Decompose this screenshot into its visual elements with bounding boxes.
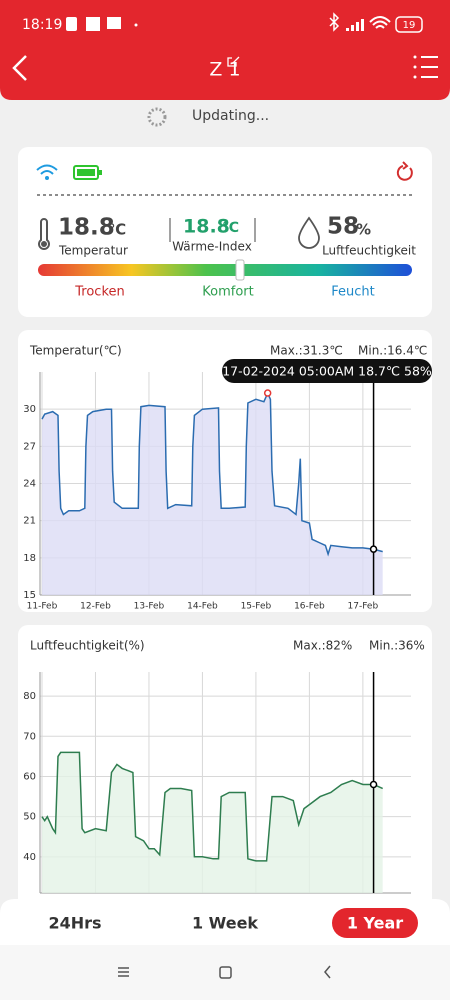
x-tick-label: 17-Feb bbox=[348, 602, 379, 612]
y-tick-label: 60 bbox=[23, 771, 36, 782]
status-dot bbox=[134, 23, 138, 27]
tooltip bbox=[222, 359, 432, 383]
edit-icon[interactable] bbox=[227, 56, 240, 67]
tooltip-text: 17-02-2024 05:00AM 18.7℃ 58% bbox=[222, 364, 432, 379]
back-button[interactable] bbox=[12, 55, 27, 81]
y-tick-label: 15 bbox=[23, 590, 36, 601]
line bbox=[41, 751, 384, 862]
drop-icon bbox=[298, 216, 320, 249]
temperature-value: 18.8 bbox=[58, 215, 115, 241]
humidity-value: 58 bbox=[327, 214, 359, 240]
battery-icon bbox=[395, 16, 423, 33]
y-tick-label: 70 bbox=[23, 731, 36, 742]
heat-index-value: 18.8 bbox=[183, 216, 230, 238]
wifi-icon bbox=[369, 16, 391, 29]
status-text: Updating... bbox=[192, 108, 269, 124]
refresh-button[interactable] bbox=[396, 161, 413, 181]
bluetooth-icon bbox=[329, 12, 340, 32]
wifi-status-dot bbox=[45, 176, 49, 180]
signal-icon bbox=[346, 19, 364, 31]
thermometer-icon bbox=[38, 218, 50, 250]
nav-bar bbox=[0, 945, 450, 1000]
nav-recent[interactable] bbox=[118, 967, 129, 977]
status-time: 18:19 bbox=[22, 17, 62, 33]
status-icon bbox=[86, 17, 100, 31]
y-tick-label: 40 bbox=[23, 852, 36, 863]
period-button[interactable]: 24Hrs bbox=[48, 914, 101, 933]
y-tick-label: 50 bbox=[23, 812, 36, 823]
x-tick-label: 14-Feb bbox=[187, 602, 218, 612]
x-tick-label: 12-Feb bbox=[80, 602, 111, 612]
x-tick-label: 13-Feb bbox=[134, 602, 165, 612]
battery-status-tip bbox=[99, 170, 102, 175]
battery-status-fill bbox=[77, 169, 95, 176]
scale-label: Feucht bbox=[331, 285, 375, 300]
scale-label: Trocken bbox=[74, 285, 125, 300]
status-icon bbox=[107, 17, 121, 29]
chart-title: Temperatur(℃) bbox=[29, 344, 122, 358]
period-selected[interactable] bbox=[332, 908, 418, 938]
period-button[interactable]: 1 Year bbox=[347, 914, 403, 933]
cursor-marker bbox=[369, 545, 378, 553]
wifi-status-icon bbox=[36, 164, 58, 175]
nav-back[interactable] bbox=[324, 965, 331, 979]
comfort-knob bbox=[235, 259, 245, 281]
battery-status-icon bbox=[73, 165, 99, 180]
x-tick-label: 15-Feb bbox=[241, 602, 272, 612]
y-tick-label: 18 bbox=[23, 553, 36, 564]
spinner bbox=[147, 107, 167, 127]
scale-label: Komfort bbox=[202, 285, 253, 300]
temperature-label: Temperatur bbox=[58, 244, 128, 258]
y-tick-label: 30 bbox=[23, 404, 36, 415]
charts: Temperatur(℃) Max.:31.3℃ Min.:16.4℃ 15 18 21 2… bbox=[23, 344, 432, 910]
period-bar: 24Hrs 1 Week 1 Year bbox=[0, 899, 450, 945]
x-tick-label: 16-Feb bbox=[294, 602, 325, 612]
comfort-bar bbox=[38, 264, 412, 276]
nav-home[interactable] bbox=[219, 966, 232, 979]
area bbox=[42, 393, 383, 595]
period-button[interactable]: 1 Week bbox=[192, 914, 258, 933]
temperature-unit: ℃ bbox=[108, 221, 126, 239]
heat-index-label: Wärme-Index bbox=[172, 240, 252, 254]
max-label: Max.:82% bbox=[293, 639, 352, 653]
min-label: Min.:36% bbox=[369, 639, 425, 653]
min-label: Min.:16.4℃ bbox=[358, 344, 427, 358]
y-tick-label: 27 bbox=[23, 441, 36, 452]
y-tick-label: 21 bbox=[23, 516, 36, 527]
menu-dot bbox=[413, 75, 417, 79]
menu-dot bbox=[413, 65, 417, 69]
y-tick-label: 24 bbox=[23, 479, 36, 490]
humidity-unit: % bbox=[356, 221, 371, 239]
y-tick-label: 80 bbox=[23, 691, 36, 702]
menu-button[interactable] bbox=[421, 56, 438, 78]
heat-index-unit: ℃ bbox=[222, 220, 239, 236]
header-bar bbox=[0, 0, 450, 100]
x-tick-label: 11-Feb bbox=[27, 602, 58, 612]
humidity-label: Luftfeuchtigkeit bbox=[322, 244, 416, 258]
cursor-marker bbox=[369, 780, 378, 789]
menu-dot bbox=[413, 55, 417, 59]
line bbox=[41, 391, 383, 557]
battery-level: 19 bbox=[403, 20, 416, 31]
status-icon bbox=[66, 17, 77, 31]
area bbox=[42, 752, 383, 893]
header-title: Z 1 bbox=[209, 59, 240, 81]
thermometer-bulb bbox=[41, 241, 47, 247]
max-label: Max.:31.3℃ bbox=[270, 344, 343, 358]
chart-title: Luftfeuchtigkeit(%) bbox=[30, 639, 145, 653]
peak-marker bbox=[263, 389, 272, 397]
